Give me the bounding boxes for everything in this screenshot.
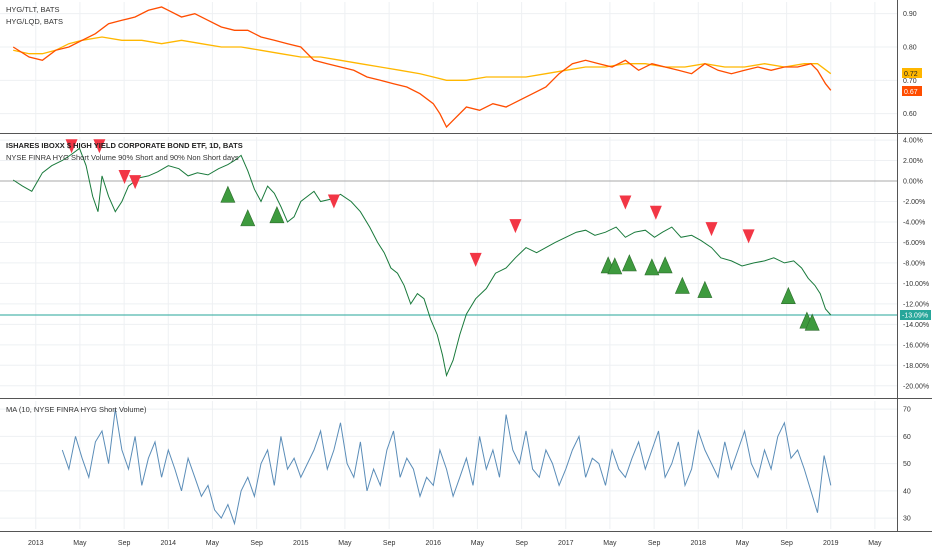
non-short-signal-marker (621, 254, 637, 272)
x-tick-label: May (206, 540, 220, 547)
y-tick-label: -10.00% (903, 281, 929, 288)
x-tick-label: May (868, 540, 882, 547)
non-short-signal-marker (804, 313, 820, 331)
ratios-y-axis: 0.90 0.80 0.70 0.60 (903, 11, 917, 118)
y-tick-label: 4.00% (903, 138, 923, 145)
last-value-tag-lqd-bg (902, 68, 922, 78)
non-short-signal-marker (657, 256, 673, 274)
short-signal-marker (742, 229, 755, 244)
legend-finra-signals: NYSE FINRA HYG Short Volume 90% Short an… (6, 153, 239, 162)
pane-price: 4.00% 2.00% 0.00% -2.00% -4.00% -6.00% -8.00% -… (0, 137, 931, 396)
y-tick-label: 60 (903, 434, 911, 441)
x-tick-label: Sep (383, 540, 396, 547)
legend-hyg-lqd: HYG/LQD, BATS (6, 17, 63, 26)
x-tick-label: May (471, 540, 485, 547)
short-signal-marker (327, 194, 340, 209)
y-tick-label: 50 (903, 461, 911, 468)
last-value-tag-hyg-lqd: 0.72 (902, 68, 922, 78)
last-value-tag-price-bg (900, 310, 931, 320)
series-line-hyg-tlt (12, 6, 832, 129)
y-tick-label: 70 (903, 407, 911, 414)
non-short-signal-marker (607, 257, 623, 275)
non-short-signal-marker (220, 185, 236, 203)
x-tick-label: 2017 (558, 540, 574, 547)
x-tick-label: May (73, 540, 87, 547)
ratios-lines (12, 6, 832, 129)
x-tick-label: Sep (250, 540, 263, 547)
legend-hyg-tlt: HYG/TLT, BATS (6, 5, 59, 14)
y-tick-label: 0.70 (903, 78, 917, 85)
y-tick-label: -6.00% (903, 240, 925, 247)
y-tick-label: 2.00% (903, 158, 923, 165)
short-signal-marker (509, 219, 522, 234)
x-tick-label: Sep (515, 540, 528, 547)
y-tick-label: 0.00% (903, 179, 923, 186)
y-tick-label: -20.00% (903, 383, 929, 390)
x-axis: 2013 May Sep 2014 May Sep 2015 May Sep 2016 May Sep… (28, 540, 882, 547)
y-tick-label: 40 (903, 488, 911, 495)
x-tick-label: 2016 (425, 540, 441, 547)
y-tick-label: -12.00% (903, 301, 929, 308)
price-line (12, 147, 832, 378)
pane-ma: 70 60 50 40 30 MA (10, NYSE FINRA HYG Short … (0, 401, 911, 529)
ma-y-axis: 70 60 50 40 30 (903, 407, 911, 523)
y-tick-label: -8.00% (903, 260, 925, 267)
y-tick-label: -18.00% (903, 363, 929, 370)
signal-markers (65, 139, 820, 331)
y-tick-label: -14.00% (903, 322, 929, 329)
x-tick-label: 2015 (293, 540, 309, 547)
x-tick-label: Sep (118, 540, 131, 547)
legend-ma: MA (10, NYSE FINRA HYG Short Volume) (6, 405, 147, 414)
x-tick-label: May (338, 540, 352, 547)
x-tick-label: Sep (780, 540, 793, 547)
price-lines (0, 147, 897, 378)
last-value-tag-hyg-tlt: 0.67 (902, 86, 922, 96)
non-short-signal-marker (269, 206, 285, 224)
short-signal-marker (619, 195, 632, 210)
non-short-signal-marker (644, 258, 660, 276)
ma-lines (61, 409, 832, 526)
last-value-tlt-text: 0.67 (904, 89, 918, 96)
short-signal-marker (649, 205, 662, 220)
x-tick-label: 2013 (28, 540, 44, 547)
short-signal-marker (129, 175, 142, 190)
legend-hyg-etf: ISHARES IBOXX $ HIGH YIELD CORPORATE BON… (6, 141, 243, 150)
short-signal-marker (705, 222, 718, 237)
y-tick-label: -2.00% (903, 199, 925, 206)
ma-grid (0, 401, 897, 529)
non-short-signal-marker (674, 276, 690, 294)
y-tick-label: -16.00% (903, 342, 929, 349)
y-tick-label: -4.00% (903, 219, 925, 226)
pane-ratios: 0.90 0.80 0.70 0.60 HYG/TLT, BATS HYG/LQD, … (0, 2, 922, 132)
x-tick-label: 2014 (160, 540, 176, 547)
short-signal-marker (118, 169, 131, 184)
y-tick-label: 0.60 (903, 111, 917, 118)
short-signal-marker (65, 139, 78, 154)
x-tick-label: 2018 (690, 540, 706, 547)
x-tick-label: Sep (648, 540, 661, 547)
x-tick-label: May (603, 540, 617, 547)
short-signal-marker (93, 139, 106, 154)
price-y-axis: 4.00% 2.00% 0.00% -2.00% -4.00% -6.00% -8.00% -… (903, 138, 929, 391)
y-tick-label: 0.90 (903, 11, 917, 18)
x-tick-label: May (736, 540, 750, 547)
short-signal-marker (469, 252, 482, 267)
last-value-price-text: -13.09% (902, 313, 928, 320)
price-grid (0, 137, 897, 396)
x-tick-label: 2019 (823, 540, 839, 547)
non-short-signal-marker (697, 280, 713, 298)
y-tick-label: 0.80 (903, 45, 917, 52)
last-value-tag-price: -13.09% (900, 310, 931, 320)
last-value-tag-tlt-bg (902, 86, 922, 96)
non-short-signal-marker (780, 286, 796, 304)
y-tick-label: 30 (903, 516, 911, 523)
last-value-lqd-text: 0.72 (904, 71, 918, 78)
series-line-hyg-lqd (13, 36, 832, 81)
ma-line (61, 409, 832, 526)
non-short-signal-marker (240, 209, 256, 227)
